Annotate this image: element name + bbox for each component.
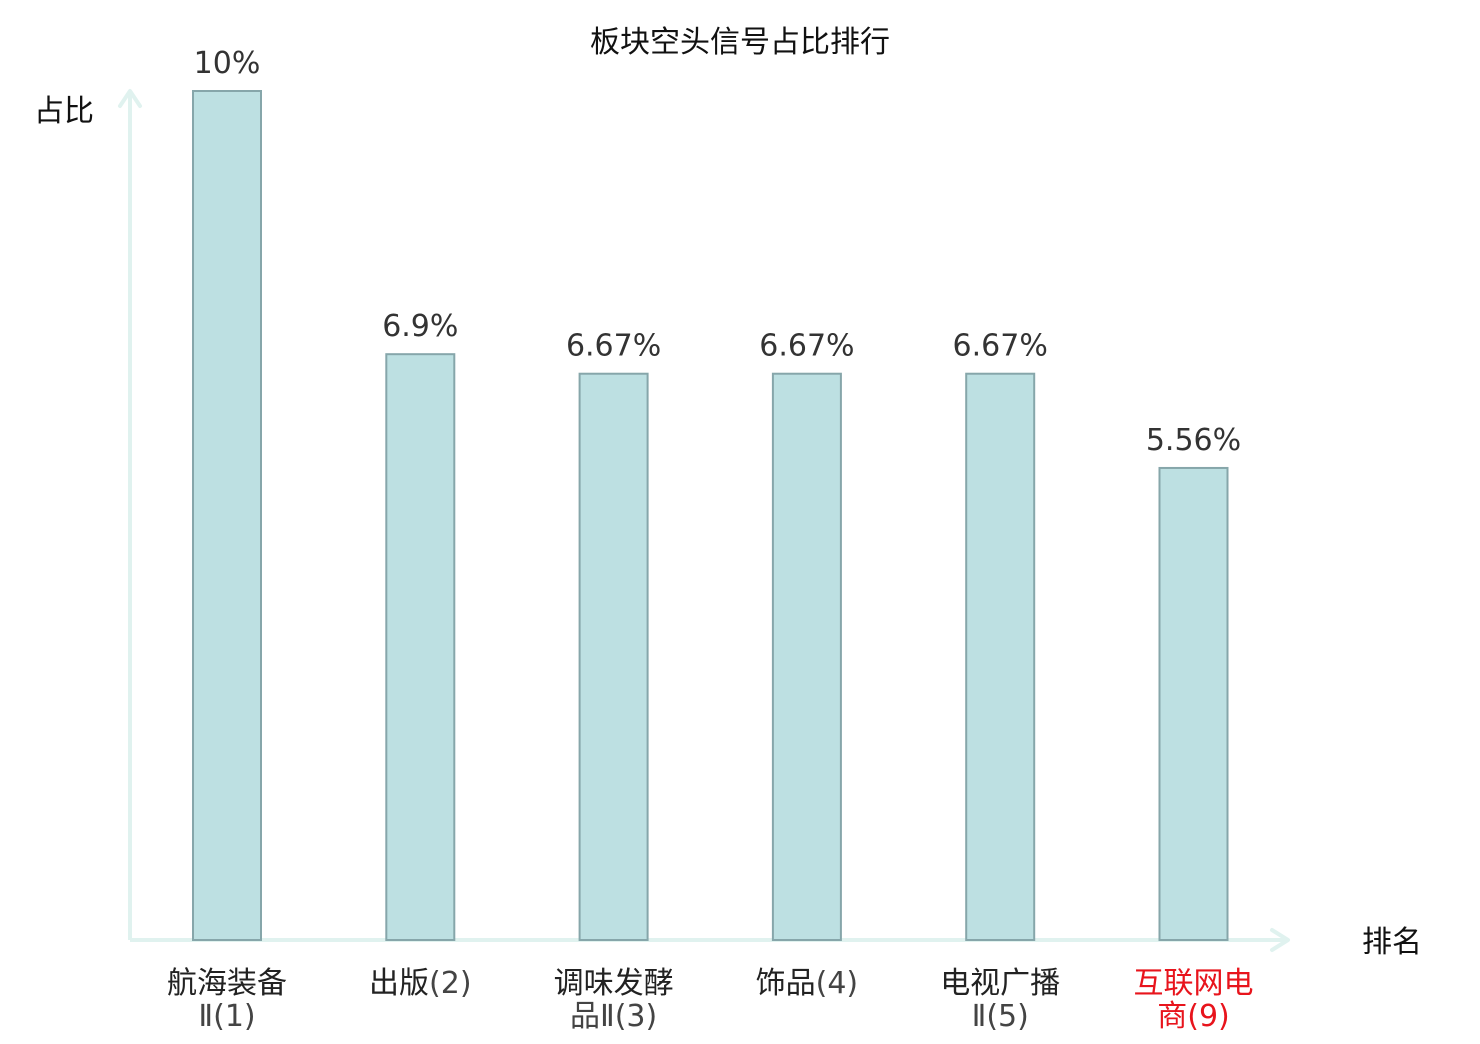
x-tick-label: 出版(2) [369, 966, 472, 1001]
x-tick-label: 饰品(4) [756, 966, 859, 1001]
x-tick-rank: 品Ⅱ(3) [570, 999, 657, 1034]
y-axis-arrow [118, 89, 142, 108]
bar-value-label: 6.67% [953, 329, 1048, 364]
x-tick-rank: Ⅱ(1) [198, 999, 255, 1034]
x-tick-rank: 商(9) [1157, 999, 1230, 1034]
x-axis-label: 排名 [1362, 925, 1422, 960]
x-tick-name: 饰品 [756, 966, 816, 1001]
bar-value-label: 6.67% [759, 329, 854, 364]
x-tick-rank: Ⅱ(5) [972, 999, 1029, 1034]
bar [965, 372, 1036, 942]
bar-value-label: 10% [194, 46, 261, 81]
bar-value-label: 6.67% [566, 329, 661, 364]
bar [1158, 466, 1229, 941]
bar [192, 90, 262, 941]
bar-value-label: 5.56% [1146, 423, 1241, 458]
x-tick-name: 互联网电 [1134, 966, 1254, 1001]
x-axis-arrow [1270, 928, 1290, 952]
bar [385, 353, 456, 941]
x-tick-name: 出版 [369, 966, 429, 1001]
x-tick-name: 调味发酵 [554, 966, 674, 1001]
bars [192, 90, 1229, 942]
bar-value-label: 6.9% [382, 309, 458, 344]
y-axis-label: 占比 [34, 94, 94, 129]
value-labels: 10% 6.9% 6.67% 6.67% 6.67% 5.56% [194, 46, 1242, 458]
axes [118, 89, 1290, 952]
chart-title: 板块空头信号占比排行 [590, 25, 890, 60]
x-tick-name: 航海装备 [167, 966, 287, 1001]
bar [771, 372, 842, 942]
x-tick-rank: (2) [429, 966, 472, 1001]
x-tick-name: 电视广播 [940, 966, 1060, 1001]
x-tick-rank: (4) [816, 966, 859, 1001]
bar [578, 372, 649, 942]
